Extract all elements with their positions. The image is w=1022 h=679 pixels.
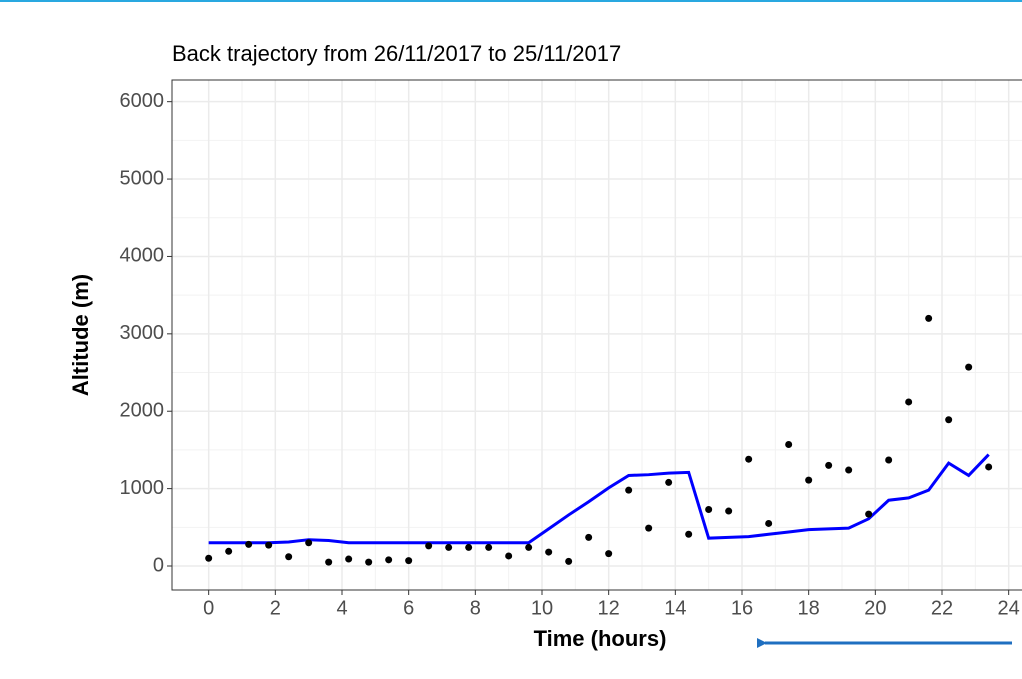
point bbox=[885, 456, 893, 464]
point bbox=[265, 541, 273, 549]
point bbox=[865, 510, 873, 518]
point bbox=[565, 557, 573, 565]
point bbox=[785, 441, 793, 449]
point bbox=[665, 478, 673, 486]
y-axis-label: Altitude (m) bbox=[68, 274, 93, 396]
x-tick-label: 18 bbox=[798, 597, 820, 619]
x-tick-label: 22 bbox=[931, 597, 953, 619]
point bbox=[245, 540, 253, 548]
point bbox=[325, 558, 333, 566]
x-tick-label: 6 bbox=[403, 597, 414, 619]
point bbox=[525, 543, 533, 551]
point bbox=[825, 461, 833, 469]
point bbox=[505, 552, 513, 560]
point bbox=[465, 543, 473, 551]
y-tick-label: 1000 bbox=[120, 477, 165, 499]
point bbox=[765, 519, 773, 527]
point bbox=[365, 558, 373, 566]
plot-area bbox=[172, 80, 1022, 590]
point bbox=[845, 466, 853, 474]
panel-border bbox=[171, 79, 1022, 591]
x-tick-label: 10 bbox=[531, 597, 553, 619]
point bbox=[545, 548, 553, 556]
point bbox=[625, 486, 633, 494]
x-tick-label: 0 bbox=[203, 597, 214, 619]
x-tick-label: 12 bbox=[598, 597, 620, 619]
point bbox=[285, 553, 293, 561]
y-tick-label: 3000 bbox=[120, 322, 165, 344]
x-tick-label: 24 bbox=[998, 597, 1020, 619]
point bbox=[745, 455, 753, 463]
point bbox=[225, 547, 233, 555]
point bbox=[385, 556, 393, 564]
point bbox=[945, 416, 953, 424]
y-tick-label: 2000 bbox=[120, 400, 165, 422]
x-tick-label: 2 bbox=[270, 597, 281, 619]
line bbox=[208, 453, 990, 545]
point bbox=[205, 554, 213, 562]
point bbox=[645, 524, 653, 532]
x-tick-label: 8 bbox=[470, 597, 481, 619]
point bbox=[485, 543, 493, 551]
point bbox=[905, 398, 913, 406]
y-tick-label: 4000 bbox=[120, 245, 165, 267]
x-axis-label: Time (hours) bbox=[534, 626, 667, 651]
point bbox=[965, 363, 973, 371]
chart-title: Back trajectory from 26/11/2017 to 25/11… bbox=[172, 41, 621, 66]
y-tick-label: 5000 bbox=[120, 167, 165, 189]
point bbox=[985, 463, 993, 471]
x-tick-label: 20 bbox=[864, 597, 886, 619]
x-tick-label: 4 bbox=[336, 597, 347, 619]
point bbox=[305, 539, 313, 547]
point bbox=[445, 543, 453, 551]
point bbox=[585, 533, 593, 541]
y-tick-label: 0 bbox=[153, 554, 164, 576]
point bbox=[685, 530, 693, 538]
point bbox=[925, 314, 933, 322]
x-tick-label: 14 bbox=[664, 597, 686, 619]
point bbox=[405, 557, 413, 565]
point bbox=[345, 555, 353, 563]
point bbox=[805, 476, 813, 484]
y-tick-label: 6000 bbox=[120, 90, 165, 112]
point bbox=[425, 542, 433, 550]
point bbox=[605, 550, 613, 558]
point bbox=[725, 507, 733, 515]
x-tick-label: 16 bbox=[731, 597, 753, 619]
point bbox=[705, 506, 713, 514]
